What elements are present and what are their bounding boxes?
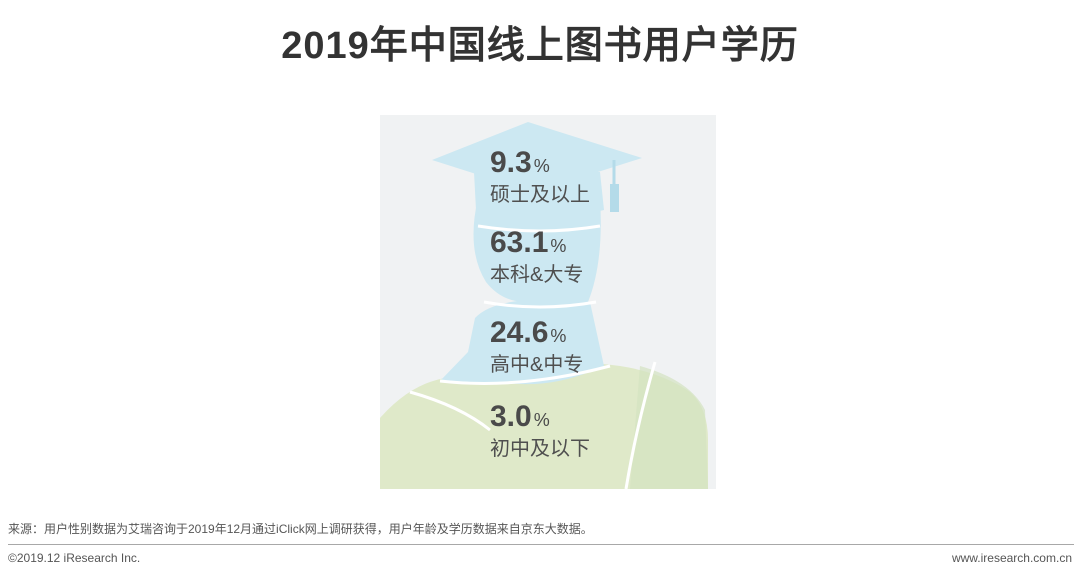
stat-label-middleschool: 初中及以下 bbox=[490, 438, 590, 460]
segment-dividers bbox=[409, 224, 657, 490]
figure-body-shade bbox=[630, 366, 708, 489]
stat-value-bachelor: 63.1 bbox=[490, 226, 549, 259]
website-link[interactable]: www.iresearch.com.cn bbox=[951, 551, 1072, 565]
stat-middleschool: 3.0% 初中及以下 bbox=[490, 400, 590, 462]
figure-neck bbox=[440, 300, 604, 385]
footer-divider bbox=[8, 544, 1074, 545]
source-note: 来源：用户性别数据为艾瑞咨询于2019年12月通过iClick网上调研获得，用户… bbox=[8, 522, 593, 536]
stat-value-highschool: 24.6 bbox=[490, 316, 549, 349]
stat-label-bachelor: 本科&大专 bbox=[490, 264, 584, 286]
mortarboard-band bbox=[474, 172, 604, 218]
stat-unit-graduate: % bbox=[533, 156, 550, 176]
figure-body-lower bbox=[380, 364, 708, 489]
stat-unit-middleschool: % bbox=[533, 410, 550, 430]
stat-label-highschool: 高中&中专 bbox=[490, 354, 584, 376]
stat-value-graduate: 9.3 bbox=[490, 146, 532, 179]
stat-label-graduate: 硕士及以上 bbox=[490, 184, 590, 206]
figure-head bbox=[473, 198, 601, 302]
stat-unit-highschool: % bbox=[550, 326, 567, 346]
stat-bachelor: 63.1% 本科&大专 bbox=[490, 226, 583, 288]
page-title: 2019年中国线上图书用户学历 bbox=[281, 25, 799, 67]
stat-highschool: 24.6% 高中&中专 bbox=[490, 316, 583, 378]
stat-unit-bachelor: % bbox=[550, 236, 567, 256]
stat-graduate: 9.3% 硕士及以上 bbox=[490, 146, 590, 208]
stat-value-middleschool: 3.0 bbox=[490, 400, 532, 433]
copyright-text: ©2019.12 iResearch Inc. bbox=[8, 551, 141, 565]
tassel bbox=[610, 184, 619, 212]
mortarboard-top bbox=[432, 122, 642, 188]
